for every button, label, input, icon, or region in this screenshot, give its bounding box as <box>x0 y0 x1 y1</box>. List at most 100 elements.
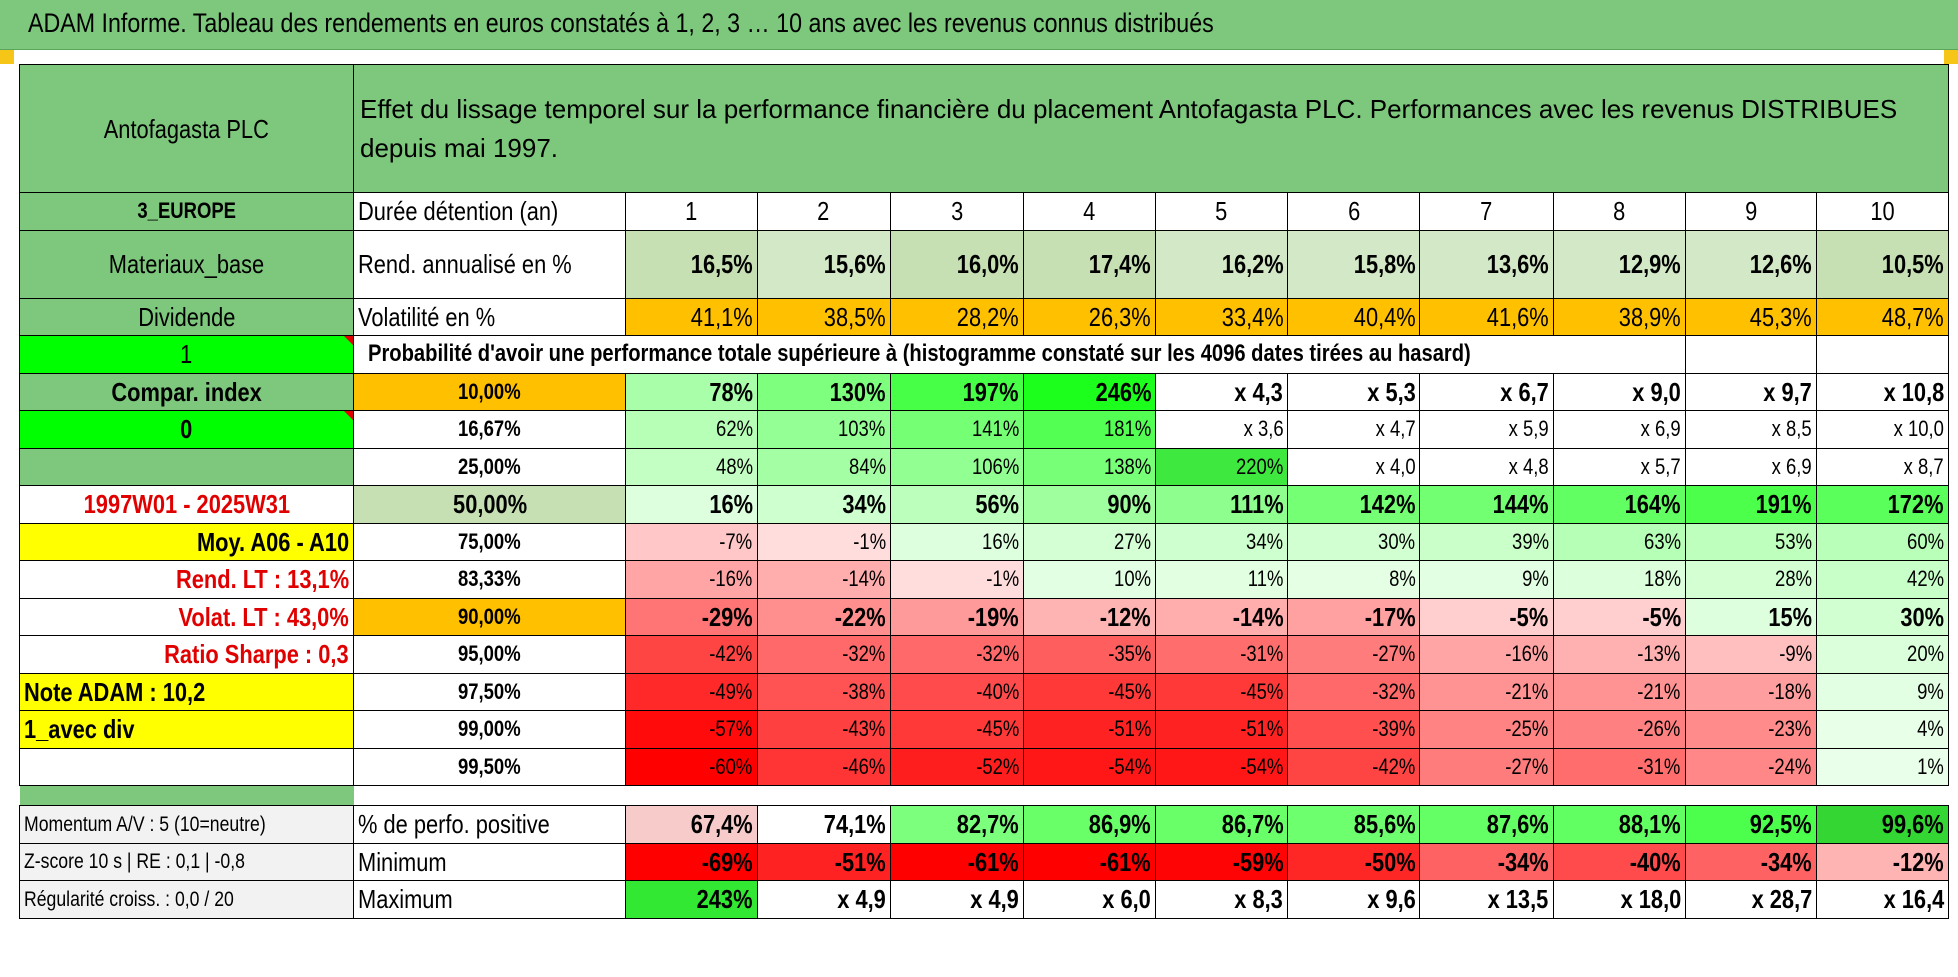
prob-cell-4-6-text: 142% <box>1359 489 1416 520</box>
prob-cell-1-10: x 10,8 <box>1815 372 1949 411</box>
prob-cell-10-3: -45% <box>889 710 1024 749</box>
prob-cell-4-9: 191% <box>1684 485 1817 524</box>
prob-cell-7-8-text: -5% <box>1641 601 1681 632</box>
prob-cell-8-2-text: -32% <box>842 641 886 667</box>
prob-cell-3-5: 220% <box>1155 447 1289 486</box>
bottom-cell-1-3-text: 82,7% <box>956 809 1019 840</box>
bottom-cell-3-5: x 8,3 <box>1155 880 1289 919</box>
compar-label-cell: Compar. index <box>19 372 354 411</box>
prob-cell-3-4-text: 138% <box>1103 453 1152 479</box>
vol-cell-1-text: 41,1% <box>690 301 753 332</box>
vol-cell-9-text: 45,3% <box>1749 301 1812 332</box>
prob-cell-7-10-text: 30% <box>1900 601 1944 632</box>
prob-cell-9-3: -40% <box>889 672 1024 711</box>
year-header-8-text: 8 <box>1613 196 1626 227</box>
asset-name-cell: Antofagasta PLC <box>19 64 354 193</box>
prob-cell-11-8: -31% <box>1552 747 1686 786</box>
vol-cell-2: 38,5% <box>756 297 891 336</box>
bottom-cell-2-5-text: -59% <box>1232 846 1284 877</box>
prob-pct-2-text: 16,67% <box>458 416 522 442</box>
bottom-cell-1-6-text: 85,6% <box>1353 809 1416 840</box>
prob-cell-4-7: 144% <box>1419 485 1554 524</box>
prob-cell-11-5: -54% <box>1155 747 1289 786</box>
prob-cell-11-7-text: -27% <box>1505 753 1549 779</box>
prob-cell-7-5: -14% <box>1155 597 1289 636</box>
sector-cell: Materiaux_base <box>19 229 354 299</box>
rend-cell-1: 16,5% <box>625 229 758 299</box>
prob-cell-9-1: -49% <box>625 672 758 711</box>
year-header-6: 6 <box>1287 192 1421 231</box>
bottom-cell-2-8-text: -40% <box>1629 846 1681 877</box>
duration-label: Durée détention (an) <box>352 192 627 231</box>
prob-cell-11-2-text: -46% <box>842 753 886 779</box>
bottom-label-3-text: Maximum <box>358 884 453 915</box>
bottom-cell-3-9: x 28,7 <box>1684 880 1817 919</box>
prob-cell-9-2: -38% <box>756 672 891 711</box>
prob-cell-4-4: 90% <box>1022 485 1157 524</box>
sharpe-cell: Ratio Sharpe : 0,3 <box>19 635 354 674</box>
prob-pct-8-text: 95,00% <box>458 641 522 667</box>
vol-cell-1: 41,1% <box>625 297 758 336</box>
note-cell-text: Note ADAM : 10,2 <box>24 676 206 707</box>
prob-cell-6-6: 8% <box>1287 560 1421 599</box>
bottom-label-2: Minimum <box>352 842 627 881</box>
prob-cell-8-8-text: -13% <box>1637 641 1681 667</box>
prob-cell-3-1-text: 48% <box>715 453 753 479</box>
prob-cell-5-4-text: 27% <box>1114 528 1152 554</box>
prob-cell-2-4: 181% <box>1022 410 1157 449</box>
rend-cell-6: 15,8% <box>1287 229 1421 299</box>
spacer-green <box>19 785 354 806</box>
prob-cell-10-6-text: -39% <box>1372 716 1416 742</box>
prob-cell-9-3-text: -40% <box>975 678 1019 704</box>
prob-pct-4: 50,00% <box>352 485 627 524</box>
prob-cell-3-1: 48% <box>625 447 758 486</box>
prob-cell-8-5: -31% <box>1155 635 1289 674</box>
bottom-cell-2-4-text: -61% <box>1100 846 1152 877</box>
prob-cell-9-5-text: -45% <box>1240 678 1284 704</box>
prob-cell-9-9: -18% <box>1684 672 1817 711</box>
prob-cell-2-1: 62% <box>625 410 758 449</box>
prob-cell-11-3-text: -52% <box>975 753 1019 779</box>
prob-cell-2-3-text: 141% <box>971 416 1019 442</box>
prob-cell-6-3-text: -1% <box>986 566 1019 592</box>
bottom-cell-1-8-text: 88,1% <box>1618 809 1681 840</box>
prob-cell-8-7: -16% <box>1419 635 1554 674</box>
prob-cell-8-10: 20% <box>1815 635 1949 674</box>
prob-cell-1-6: x 5,3 <box>1287 372 1421 411</box>
bottom-cell-3-6: x 9,6 <box>1287 880 1421 919</box>
prob-cell-3-8: x 5,7 <box>1552 447 1686 486</box>
bottom-cell-3-8-text: x 18,0 <box>1620 884 1681 915</box>
prob-cell-3-9-text: x 6,9 <box>1771 453 1812 479</box>
bottom-cell-2-6-text: -50% <box>1364 846 1416 877</box>
prob-cell-1-7: x 6,7 <box>1419 372 1554 411</box>
corner-marker-right <box>1944 50 1958 64</box>
prob-cell-7-3-text: -19% <box>967 601 1019 632</box>
prob-cell-2-9-text: x 8,5 <box>1771 416 1812 442</box>
bottom-cell-1-3: 82,7% <box>889 805 1024 844</box>
prob-pct-3: 25,00% <box>352 447 627 486</box>
year-header-2: 2 <box>756 192 891 231</box>
prob-cell-10-10: 4% <box>1815 710 1949 749</box>
vol-cell-9: 45,3% <box>1684 297 1817 336</box>
description-cell: Effet du lissage temporel sur la perform… <box>353 64 1949 193</box>
prob-cell-5-8-text: 63% <box>1643 528 1681 554</box>
prob-cell-5-4: 27% <box>1022 522 1157 561</box>
prob-pct-1-text: 10,00% <box>458 378 522 404</box>
prob-cell-9-10: 9% <box>1815 672 1949 711</box>
rend-cell-2: 15,6% <box>756 229 891 299</box>
vol-cell-7-text: 41,6% <box>1486 301 1549 332</box>
bottom-cell-3-3-text: x 4,9 <box>970 884 1019 915</box>
prob-cell-2-2: 103% <box>756 410 891 449</box>
prob-cell-8-4: -35% <box>1022 635 1157 674</box>
prob-cell-2-9: x 8,5 <box>1684 410 1817 449</box>
period-cell: 1997W01 - 2025W31 <box>19 485 354 524</box>
flag2-cell: 0 <box>19 410 354 449</box>
prob-cell-10-5: -51% <box>1155 710 1289 749</box>
prob-cell-8-3: -32% <box>889 635 1024 674</box>
prob-cell-1-1-text: 78% <box>708 376 753 407</box>
revenue-type-cell: Dividende <box>19 297 354 336</box>
prob-cell-3-10-text: x 8,7 <box>1903 453 1944 479</box>
prob-cell-2-7-text: x 5,9 <box>1508 416 1549 442</box>
bottom-left-2: Z-score 10 s | RE : 0,1 | -0,8 <box>19 842 354 881</box>
bottom-cell-3-3: x 4,9 <box>889 880 1024 919</box>
